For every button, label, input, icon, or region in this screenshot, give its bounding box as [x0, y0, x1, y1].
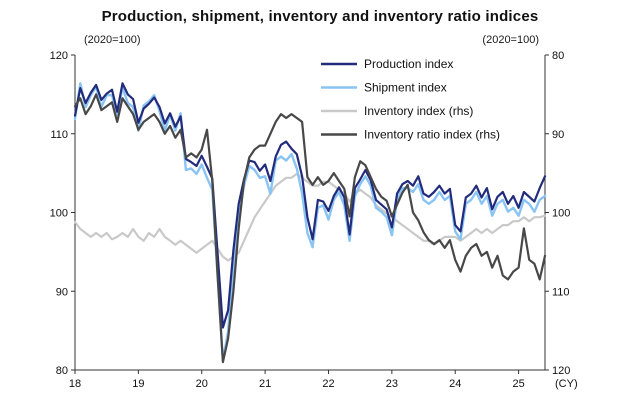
- legend-label-shipment: Shipment index: [364, 81, 447, 95]
- chart-title: Production, shipment, inventory and inve…: [101, 8, 539, 25]
- left-axis-tick-label: 120: [50, 50, 68, 62]
- left-axis-tick-label: 90: [56, 286, 68, 298]
- left-axis-unit-label: (2020=100): [84, 34, 141, 46]
- x-axis-tick-label: 18: [69, 378, 81, 390]
- right-axis-tick-label: 120: [552, 365, 570, 377]
- legend-item-shipment: Shipment index: [321, 81, 447, 95]
- legend-item-inventory: Inventory index (rhs): [321, 104, 473, 118]
- right-axis-tick-label: 90: [552, 129, 564, 141]
- left-axis-tick-label: 80: [56, 365, 68, 377]
- series-line-production: [73, 82, 547, 329]
- x-axis-cy-label: (CY): [555, 378, 578, 390]
- x-axis-tick-label: 19: [132, 378, 144, 390]
- x-axis-tick-label: 20: [196, 378, 208, 390]
- x-axis-tick-label: 22: [322, 378, 334, 390]
- legend-label-production: Production index: [364, 57, 453, 71]
- x-axis-tick-label: 23: [386, 378, 398, 390]
- x-axis-tick-label: 25: [512, 378, 524, 390]
- legend-item-production: Production index: [321, 57, 453, 71]
- x-axis-tick-label: 24: [449, 378, 461, 390]
- legend-item-inventory-ratio: Inventory ratio index (rhs): [321, 128, 500, 142]
- legend-label-inventory: Inventory index (rhs): [364, 104, 473, 118]
- x-axis-tick-label: 21: [259, 378, 271, 390]
- left-axis-tick-label: 110: [50, 129, 68, 141]
- right-axis-tick-label: 110: [552, 286, 570, 298]
- left-axis-tick-label: 100: [50, 208, 68, 220]
- legend-label-inventory-ratio: Inventory ratio index (rhs): [364, 128, 500, 142]
- right-axis-tick-label: 80: [552, 50, 564, 62]
- series-line-inventory-ratio: [73, 93, 547, 364]
- series-line-inventory: [73, 172, 547, 262]
- right-axis-tick-label: 100: [552, 208, 570, 220]
- series-line-shipment: [73, 82, 547, 362]
- right-axis-unit-label: (2020=100): [482, 34, 539, 46]
